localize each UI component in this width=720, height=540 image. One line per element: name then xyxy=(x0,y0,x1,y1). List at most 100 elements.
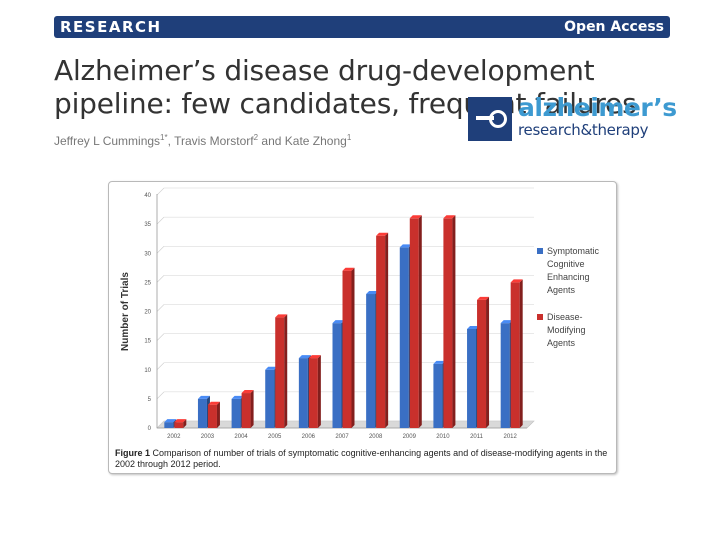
y-tick-label: 30 xyxy=(144,251,151,257)
bar-top xyxy=(399,244,412,248)
bar-top xyxy=(265,366,278,370)
bar-symptomatic xyxy=(265,369,275,428)
bar-side xyxy=(452,215,456,428)
bar-disease-modifying xyxy=(207,404,217,428)
gridline-diag xyxy=(156,304,165,312)
author-affiliation: 2 xyxy=(253,133,259,142)
bar-side xyxy=(216,401,220,428)
x-tick-label: 2004 xyxy=(234,434,248,440)
bar-side xyxy=(317,355,321,428)
journal-logo: alzheimer’s research&therapy xyxy=(468,93,690,141)
bar-chart: 0 5 10 15 20 25 30 35 40 Number of Trials 2002 2003… xyxy=(120,187,600,440)
bar-side xyxy=(284,314,288,428)
legend-swatch xyxy=(537,314,543,320)
bar-symptomatic xyxy=(197,398,207,428)
bar-top xyxy=(298,355,311,359)
figure-caption-label: Figure 1 xyxy=(115,448,151,458)
x-tick-label: 2005 xyxy=(268,434,282,440)
gridline-diag xyxy=(156,187,165,196)
open-access-label: Open Access xyxy=(564,19,664,35)
bar-top xyxy=(275,314,288,318)
x-tick-label: 2010 xyxy=(436,434,450,440)
bar-disease-modifying xyxy=(241,393,251,428)
bar-top xyxy=(207,401,220,405)
x-tick-label: 2011 xyxy=(470,434,484,440)
bar-top xyxy=(366,291,379,295)
author-affiliation: 1 xyxy=(346,133,352,142)
author-name: Travis Morstorf xyxy=(174,134,254,148)
bar-symptomatic xyxy=(433,363,443,428)
legend-label: Agents xyxy=(547,338,576,348)
figure-caption: Figure 1 Comparison of number of trials … xyxy=(115,448,611,470)
author-list: Jeffrey L Cummings1*, Travis Morstorf2 a… xyxy=(54,133,351,148)
bar-side xyxy=(486,296,490,428)
legend-label: Disease- xyxy=(547,312,583,322)
bar-side xyxy=(183,419,187,428)
bar-disease-modifying xyxy=(342,270,352,428)
y-axis-label: Number of Trials xyxy=(120,272,131,351)
gridline-diag xyxy=(156,333,165,341)
y-tick-label: 40 xyxy=(144,193,151,199)
bar-symptomatic xyxy=(332,323,342,428)
journal-logo-subtitle: research&therapy xyxy=(518,121,649,139)
x-tick-label: 2007 xyxy=(335,434,349,440)
y-tick-label: 0 xyxy=(148,426,152,432)
bar-top xyxy=(197,395,210,399)
legend-label: Agents xyxy=(547,285,576,295)
x-tick-label: 2009 xyxy=(403,434,417,440)
bar-disease-modifying xyxy=(477,299,487,428)
y-tick-label: 10 xyxy=(144,368,151,374)
bar-symptomatic xyxy=(298,358,308,428)
bar-symptomatic xyxy=(500,323,510,428)
bar-side xyxy=(519,279,523,428)
bar-symptomatic xyxy=(399,247,409,428)
x-tick-label: 2012 xyxy=(504,434,518,440)
bar-top xyxy=(433,360,446,364)
article-type-label: RESEARCH xyxy=(60,18,162,36)
bar-disease-modifying xyxy=(174,422,184,428)
bar-top xyxy=(477,296,490,300)
bar-disease-modifying xyxy=(308,358,318,428)
gridline-diag xyxy=(156,362,165,370)
legend-label: Enhancing xyxy=(547,272,590,282)
bar-side xyxy=(250,390,254,428)
bar-top xyxy=(174,419,187,423)
author-separator: , xyxy=(167,134,175,148)
bar-disease-modifying xyxy=(510,282,520,428)
bar-top xyxy=(308,355,321,359)
y-tick-label: 20 xyxy=(144,310,151,316)
bar-disease-modifying xyxy=(443,218,453,428)
y-tick-label: 25 xyxy=(144,280,151,286)
y-tick-label: 5 xyxy=(148,397,152,403)
legend-swatch xyxy=(537,248,543,254)
x-tick-label: 2006 xyxy=(302,434,316,440)
bar-symptomatic xyxy=(231,398,241,428)
gridline-diag xyxy=(156,391,165,400)
bar-top xyxy=(241,390,254,394)
gridline-diag xyxy=(156,216,165,225)
bar-side xyxy=(418,215,422,428)
bar-top xyxy=(409,215,422,219)
x-tick-label: 2008 xyxy=(369,434,383,440)
bar-top xyxy=(342,267,355,271)
legend-label: Symptomatic xyxy=(547,246,600,256)
bar-disease-modifying xyxy=(275,317,285,428)
author-affiliation: 1* xyxy=(160,133,168,142)
legend-label: Cognitive xyxy=(547,259,585,269)
journal-logo-mark-icon xyxy=(468,97,512,141)
author-separator: and xyxy=(258,134,285,148)
gridline-diag xyxy=(156,420,165,429)
author-name: Jeffrey L Cummings xyxy=(54,134,161,148)
bar-top xyxy=(231,395,244,399)
bar-symptomatic xyxy=(164,422,174,428)
bar-side xyxy=(385,232,389,428)
gridline-diag xyxy=(156,246,165,254)
figure-panel: 0 5 10 15 20 25 30 35 40 Number of Trials 2002 2003… xyxy=(108,181,617,474)
article-title: Alzheimer’s disease drug-development pip… xyxy=(54,54,637,120)
y-tick-label: 35 xyxy=(144,222,151,228)
bar-symptomatic xyxy=(467,328,477,428)
bar-disease-modifying xyxy=(409,218,419,428)
gridline-diag xyxy=(156,275,165,283)
bar-top xyxy=(332,320,345,324)
bar-disease-modifying xyxy=(376,235,386,428)
